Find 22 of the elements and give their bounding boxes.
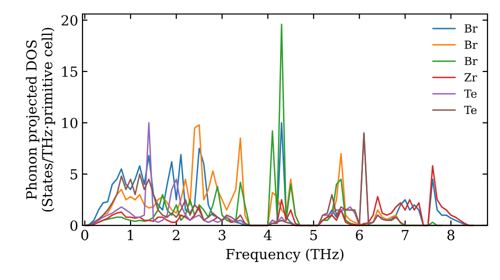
legend-label: Br bbox=[464, 24, 478, 32]
x-tick-label: 0 bbox=[81, 230, 88, 240]
legend-label: Te bbox=[464, 90, 477, 98]
x-axis-title: Frequency (THz) bbox=[226, 248, 344, 262]
x-tick-label: 3 bbox=[218, 230, 226, 240]
x-tick-label: 8 bbox=[447, 230, 454, 240]
x-tick-label: 6 bbox=[356, 230, 363, 240]
x-tick-label: 7 bbox=[402, 230, 409, 240]
y-tick-label: 20 bbox=[62, 15, 78, 26]
x-tick-label: 4 bbox=[264, 230, 272, 240]
legend-label: Br bbox=[464, 40, 478, 49]
legend-label: Br bbox=[464, 56, 478, 66]
legend-label: Zr bbox=[464, 73, 478, 82]
y-tick-label: 15 bbox=[62, 66, 78, 77]
y-tick-label: 10 bbox=[62, 118, 78, 128]
y-tick-label: 0 bbox=[70, 220, 78, 231]
x-tick-label: 1 bbox=[128, 230, 133, 240]
legend-label: Te bbox=[464, 106, 477, 114]
x-tick-label: 2 bbox=[172, 230, 180, 240]
y-tick-label: 5 bbox=[70, 169, 78, 180]
y-axis-title: Phonon projected DOS (States/THz·primitive cell) bbox=[26, 28, 56, 212]
x-tick-label: 5 bbox=[310, 230, 317, 240]
